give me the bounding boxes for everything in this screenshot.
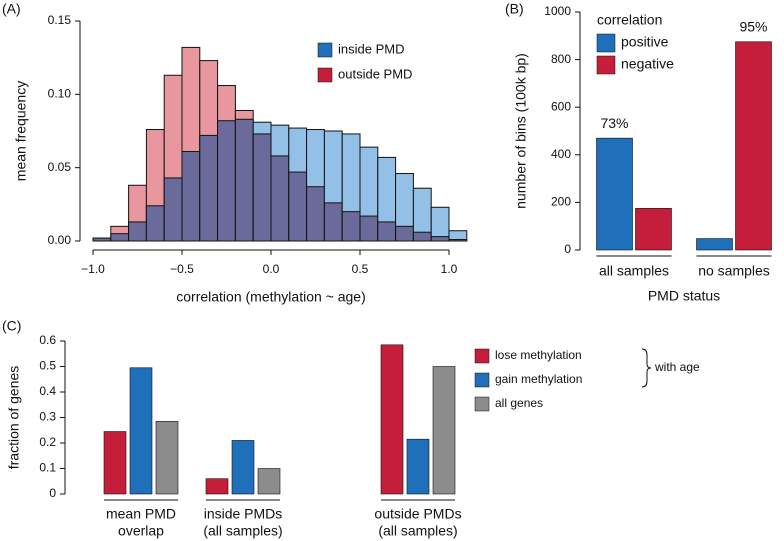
bar	[155, 421, 179, 495]
bar	[635, 208, 672, 251]
y-tick-label: 0.3	[39, 410, 56, 424]
x-tick-label: overlap	[118, 523, 164, 539]
bar	[406, 438, 430, 495]
histogram-bar-overlap	[145, 205, 165, 242]
legend-swatch	[474, 396, 490, 412]
legend-label: positive	[621, 34, 669, 50]
x-tick-label: −1.0	[81, 262, 105, 276]
y-tick-label: 0.05	[48, 160, 72, 174]
y-tick-label: 0.2	[39, 435, 56, 449]
x-axis-label: correlation (methylation ~ age)	[176, 289, 366, 305]
histogram-bar-overlap	[181, 151, 201, 242]
histogram-bar-overlap	[448, 239, 468, 242]
x-tick-label: mean PMD	[106, 506, 176, 522]
y-tick-label: 0.15	[48, 13, 72, 27]
histogram-bar-overlap	[270, 155, 290, 242]
histogram-bar-overlap	[199, 134, 219, 242]
bar	[696, 238, 733, 251]
bar	[231, 440, 255, 495]
legend-swatch	[596, 33, 616, 53]
x-tick-label: inside PMDs	[204, 506, 283, 522]
bar-annotation: 95%	[739, 18, 767, 34]
legend-brace	[641, 348, 652, 388]
y-tick-label: 400	[551, 147, 571, 161]
y-tick-label: 0	[564, 242, 571, 256]
histogram-bar-overlap	[234, 118, 254, 242]
legend-label: all genes	[495, 396, 543, 410]
y-axis-label: fraction of genes	[6, 366, 22, 470]
y-axis-label: mean frequency	[13, 81, 29, 181]
bar	[380, 344, 404, 495]
y-tick-label: 1000	[544, 4, 571, 18]
panel-label: (A)	[2, 1, 21, 17]
x-tick-label: outside PMDs	[374, 506, 461, 522]
histogram-bar-overlap	[430, 236, 450, 242]
bar	[257, 468, 281, 495]
x-axis-label: PMD status	[648, 288, 720, 304]
legend-swatch	[317, 67, 333, 83]
x-tick-label: no samples	[698, 263, 770, 279]
bar-annotation: 73%	[600, 115, 628, 131]
y-tick-label: 0	[49, 486, 56, 500]
legend-label: outside PMD	[338, 66, 412, 81]
bar	[432, 366, 456, 495]
legend-label: lose methylation	[495, 348, 582, 362]
histogram-bar-overlap	[288, 171, 308, 242]
histogram-bar-overlap	[395, 225, 414, 242]
bar	[596, 137, 633, 251]
histogram-bar	[430, 206, 450, 242]
histogram-bar-overlap	[92, 237, 112, 242]
x-tick-label: (all samples)	[203, 523, 282, 539]
x-tick-label: 1.0	[441, 262, 458, 276]
legend-swatch	[317, 42, 333, 58]
legend-label: gain methylation	[495, 372, 582, 386]
histogram-bar-overlap	[412, 231, 432, 242]
histogram-bar-overlap	[252, 133, 272, 242]
bar	[205, 478, 229, 495]
y-tick-label: 0.10	[48, 87, 72, 101]
x-tick-label: −0.5	[170, 262, 194, 276]
y-tick-label: 0.00	[48, 233, 72, 247]
histogram-bar-overlap	[323, 202, 343, 242]
histogram-bar-overlap	[341, 211, 361, 242]
histogram-bar-overlap	[110, 233, 130, 242]
x-tick-label: all samples	[599, 263, 669, 279]
legend-swatch	[474, 348, 490, 364]
panel-label: (C)	[2, 318, 21, 334]
legend-label: inside PMD	[338, 41, 404, 56]
y-axis-label: number of bins (100k bp)	[513, 53, 529, 209]
histogram-bar-overlap	[306, 186, 325, 242]
legend-note: with age	[654, 360, 700, 374]
bar	[129, 367, 153, 495]
y-tick-label: 200	[551, 195, 571, 209]
bar	[735, 41, 772, 251]
histogram-bar-overlap	[163, 177, 183, 242]
histogram-bar-overlap	[359, 215, 379, 242]
histogram-bar-overlap	[217, 120, 236, 242]
legend-swatch	[474, 372, 490, 388]
y-tick-label: 0.1	[39, 461, 56, 475]
legend-title: correlation	[597, 12, 662, 28]
bar	[103, 431, 127, 495]
y-tick-label: 800	[551, 52, 571, 66]
x-tick-label: 0.0	[263, 262, 280, 276]
y-tick-label: 600	[551, 99, 571, 113]
histogram-bar-overlap	[377, 221, 397, 242]
y-tick-label: 0.6	[39, 333, 56, 347]
x-tick-label: 0.5	[352, 262, 369, 276]
legend-swatch	[596, 55, 616, 75]
legend-label: negative	[621, 56, 674, 72]
y-tick-label: 0.4	[39, 384, 56, 398]
panel-label: (B)	[505, 1, 524, 17]
histogram-bar-overlap	[128, 221, 147, 242]
y-tick-label: 0.5	[39, 359, 56, 373]
x-tick-label: (all samples)	[378, 523, 457, 539]
